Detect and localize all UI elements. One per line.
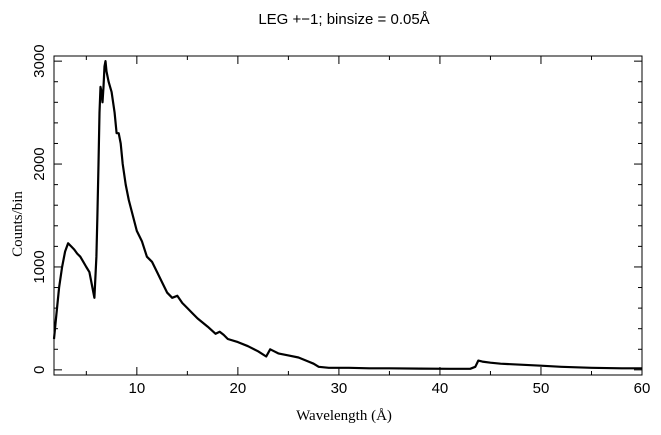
plot-frame: [53, 55, 643, 376]
x-tick-label: 10: [129, 380, 146, 397]
x-tick-label: 40: [432, 380, 449, 397]
chart-title: LEG +−1; binsize = 0.05Å: [258, 11, 429, 28]
x-tick-label: 60: [634, 380, 651, 397]
y-tick-label: 2000: [31, 147, 48, 180]
y-tick-label: 1000: [31, 250, 48, 283]
x-tick-label: 30: [331, 380, 348, 397]
y-tick-label: 0: [31, 366, 48, 374]
x-tick-label: 20: [230, 380, 247, 397]
spectrum-line: [52, 59, 642, 370]
x-tick-label: 50: [533, 380, 550, 397]
x-axis-label: Wavelength (Å): [296, 408, 392, 424]
x-axis: 10 20 30 40 50 60: [85, 56, 651, 397]
y-axis-label: Counts/bin: [10, 191, 26, 257]
y-tick-label: 3000: [31, 44, 48, 77]
y-axis: 0 1000 2000 3000: [31, 44, 642, 374]
